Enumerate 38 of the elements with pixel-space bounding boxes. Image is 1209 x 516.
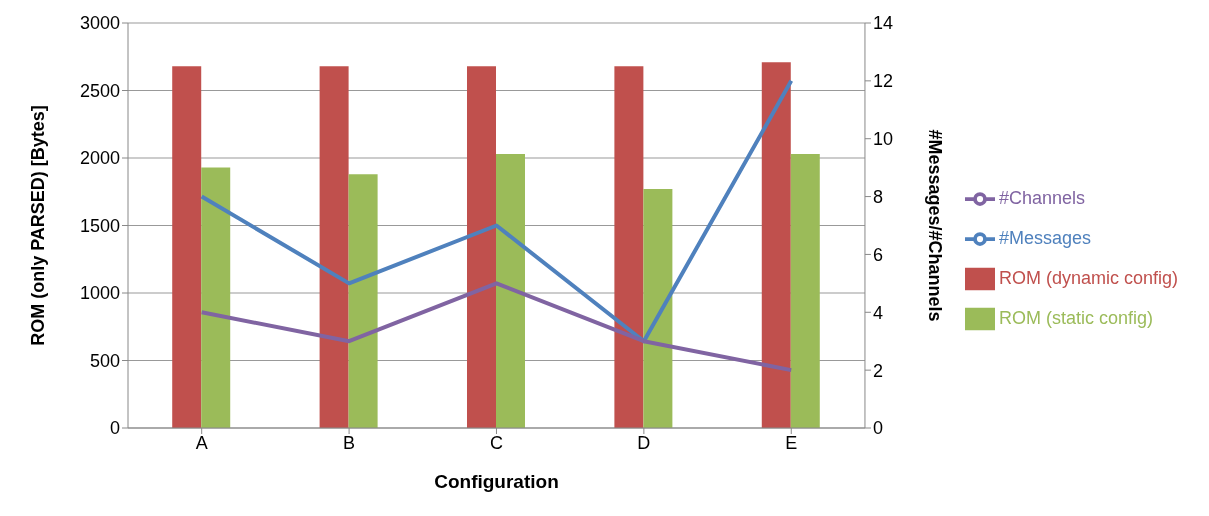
y2-tick-label: 10 [872, 129, 893, 150]
x-tick-label: A [195, 432, 208, 453]
y2-tick-label: 12 [872, 71, 893, 92]
x-axis-title: Configuration [434, 471, 559, 492]
bar [172, 66, 202, 428]
x-tick-label: C [489, 432, 503, 453]
legend-label: ROM (static config) [998, 308, 1153, 328]
y-tick-label: 1000 [79, 283, 120, 304]
y-tick-label: 3000 [79, 13, 120, 34]
y2-tick-label: 6 [872, 244, 883, 265]
bar [201, 167, 231, 428]
y2-tick-label: 4 [872, 302, 883, 323]
y-tick-label: 1500 [79, 215, 120, 236]
y2-axis-title: #Messages/#Channels [924, 129, 945, 322]
bar [614, 66, 644, 428]
y-tick-label: 500 [89, 350, 120, 371]
line-series [199, 281, 794, 373]
bar [496, 153, 525, 428]
legend-label: ROM (dynamic config) [998, 268, 1178, 288]
x-tick-label: B [343, 432, 356, 453]
y2-tick-label: 0 [872, 418, 883, 439]
x-tick-label: D [637, 432, 651, 453]
bar [467, 66, 496, 428]
y-tick-label: 0 [109, 418, 120, 439]
legend-label: #Messages [998, 228, 1092, 248]
legend-label: #Channels [998, 188, 1086, 208]
y2-tick-label: 2 [872, 360, 883, 381]
y2-tick-label: 8 [872, 186, 883, 207]
y2-tick-label: 14 [872, 13, 893, 34]
bar [790, 153, 820, 428]
x-tick-label: E [785, 432, 798, 453]
bar [761, 62, 791, 428]
y-tick-label: 2000 [79, 148, 120, 169]
bar [643, 189, 673, 428]
y-axis-title: ROM (only PARSED) [Bytes] [28, 105, 49, 346]
bar [319, 66, 349, 428]
bar [348, 174, 378, 428]
y-tick-label: 2500 [79, 80, 120, 101]
